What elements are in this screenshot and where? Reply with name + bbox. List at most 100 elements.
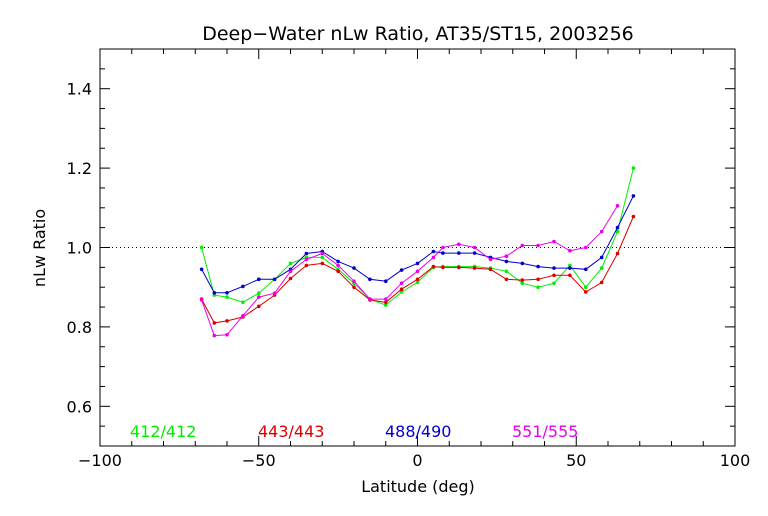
legend-entry: 443/443 xyxy=(258,422,324,441)
data-point-551-555 xyxy=(520,243,525,248)
data-point-412-412 xyxy=(320,255,325,260)
data-point-551-555 xyxy=(288,269,293,274)
data-point-488-490 xyxy=(536,264,540,269)
data-point-551-555 xyxy=(472,245,477,250)
data-point-488-490 xyxy=(552,266,556,270)
legend: 412/412 443/443 488/490 551/555 xyxy=(130,422,578,441)
data-point-412-412 xyxy=(552,281,556,286)
data-point-443-443 xyxy=(599,280,604,285)
data-point-443-443 xyxy=(631,214,636,219)
data-point-551-555 xyxy=(212,333,217,338)
data-point-551-555 xyxy=(568,248,572,253)
data-point-488-490 xyxy=(520,261,525,266)
data-point-488-490 xyxy=(272,277,277,282)
data-point-412-412 xyxy=(536,285,540,290)
data-point-443-443 xyxy=(584,290,588,294)
data-point-551-555 xyxy=(552,239,556,244)
data-point-443-443 xyxy=(415,277,420,282)
data-point-551-555 xyxy=(257,295,261,299)
series-line-412-412 xyxy=(201,167,634,306)
data-point-488-490 xyxy=(304,251,309,256)
y-tick-label: 1.4 xyxy=(67,80,92,99)
data-point-551-555 xyxy=(272,291,277,296)
legend-entry: 488/490 xyxy=(385,422,451,441)
data-point-412-412 xyxy=(225,295,229,299)
data-point-551-555 xyxy=(384,297,388,301)
data-point-488-490 xyxy=(415,261,420,266)
data-point-412-412 xyxy=(399,290,404,294)
data-point-412-412 xyxy=(599,266,604,270)
y-tick-label: 0.8 xyxy=(67,318,92,337)
data-point-551-555 xyxy=(536,243,540,248)
data-point-488-490 xyxy=(384,279,388,284)
data-point-412-412 xyxy=(568,263,572,268)
data-point-488-490 xyxy=(615,225,620,230)
data-point-551-555 xyxy=(415,269,420,274)
data-point-551-555 xyxy=(457,242,461,247)
data-point-443-443 xyxy=(504,277,509,282)
data-point-443-443 xyxy=(304,263,309,268)
data-point-488-490 xyxy=(257,277,261,282)
data-point-551-555 xyxy=(304,257,309,262)
data-point-488-490 xyxy=(431,249,436,254)
data-point-443-443 xyxy=(615,251,620,256)
data-point-551-555 xyxy=(441,245,445,250)
data-point-488-490 xyxy=(504,259,509,264)
series-layer xyxy=(199,166,636,338)
data-point-443-443 xyxy=(336,269,340,274)
data-point-412-412 xyxy=(241,300,245,305)
data-point-551-555 xyxy=(399,281,404,286)
data-point-443-443 xyxy=(472,266,477,270)
data-point-488-490 xyxy=(441,251,445,255)
tick-labels: −100 −50 0 50 100 0.6 0.8 1.0 1.2 1.4 xyxy=(67,80,751,470)
legend-entry: 412/412 xyxy=(130,422,196,441)
data-point-488-490 xyxy=(199,267,204,272)
data-point-551-555 xyxy=(584,245,588,250)
data-point-488-490 xyxy=(599,255,604,260)
data-point-412-412 xyxy=(520,281,525,286)
data-point-412-412 xyxy=(415,280,420,285)
data-point-551-555 xyxy=(320,251,325,256)
x-tick-label: 0 xyxy=(412,451,422,470)
data-point-551-555 xyxy=(225,333,229,337)
data-point-488-490 xyxy=(368,277,372,282)
data-point-443-443 xyxy=(320,261,325,266)
data-point-551-555 xyxy=(199,298,204,302)
data-point-412-412 xyxy=(288,261,293,266)
data-point-551-555 xyxy=(615,204,620,208)
data-point-412-412 xyxy=(384,303,388,307)
data-point-443-443 xyxy=(457,265,461,270)
series-line-551-555 xyxy=(201,205,618,337)
data-point-488-490 xyxy=(212,291,217,295)
data-point-551-555 xyxy=(368,297,372,301)
x-tick-label: −100 xyxy=(78,451,122,470)
y-tick-label: 1.0 xyxy=(67,239,92,258)
x-tick-label: 50 xyxy=(566,451,586,470)
data-point-443-443 xyxy=(431,264,436,269)
data-point-443-443 xyxy=(536,277,540,282)
data-point-488-490 xyxy=(584,267,588,272)
x-tick-label: −50 xyxy=(242,451,276,470)
plot-frame xyxy=(99,48,736,447)
y-tick-label: 1.2 xyxy=(67,159,92,178)
data-point-412-412 xyxy=(615,229,620,234)
data-point-488-490 xyxy=(631,194,636,198)
data-point-443-443 xyxy=(212,321,217,325)
data-point-412-412 xyxy=(199,245,204,250)
chart-title: Deep−Water nLw Ratio, AT35/ST15, 2003256 xyxy=(202,23,634,45)
data-point-443-443 xyxy=(399,287,404,292)
x-tick-label: 100 xyxy=(720,451,751,470)
data-point-443-443 xyxy=(552,273,556,278)
data-point-488-490 xyxy=(472,251,477,255)
data-point-551-555 xyxy=(488,257,493,262)
data-point-412-412 xyxy=(504,269,509,274)
data-point-488-490 xyxy=(241,284,245,289)
data-point-443-443 xyxy=(225,319,229,323)
y-axis-label: nLw Ratio xyxy=(30,209,49,287)
data-point-488-490 xyxy=(352,266,356,270)
data-point-551-555 xyxy=(336,263,340,268)
data-point-412-412 xyxy=(584,285,588,290)
data-point-488-490 xyxy=(336,259,340,264)
